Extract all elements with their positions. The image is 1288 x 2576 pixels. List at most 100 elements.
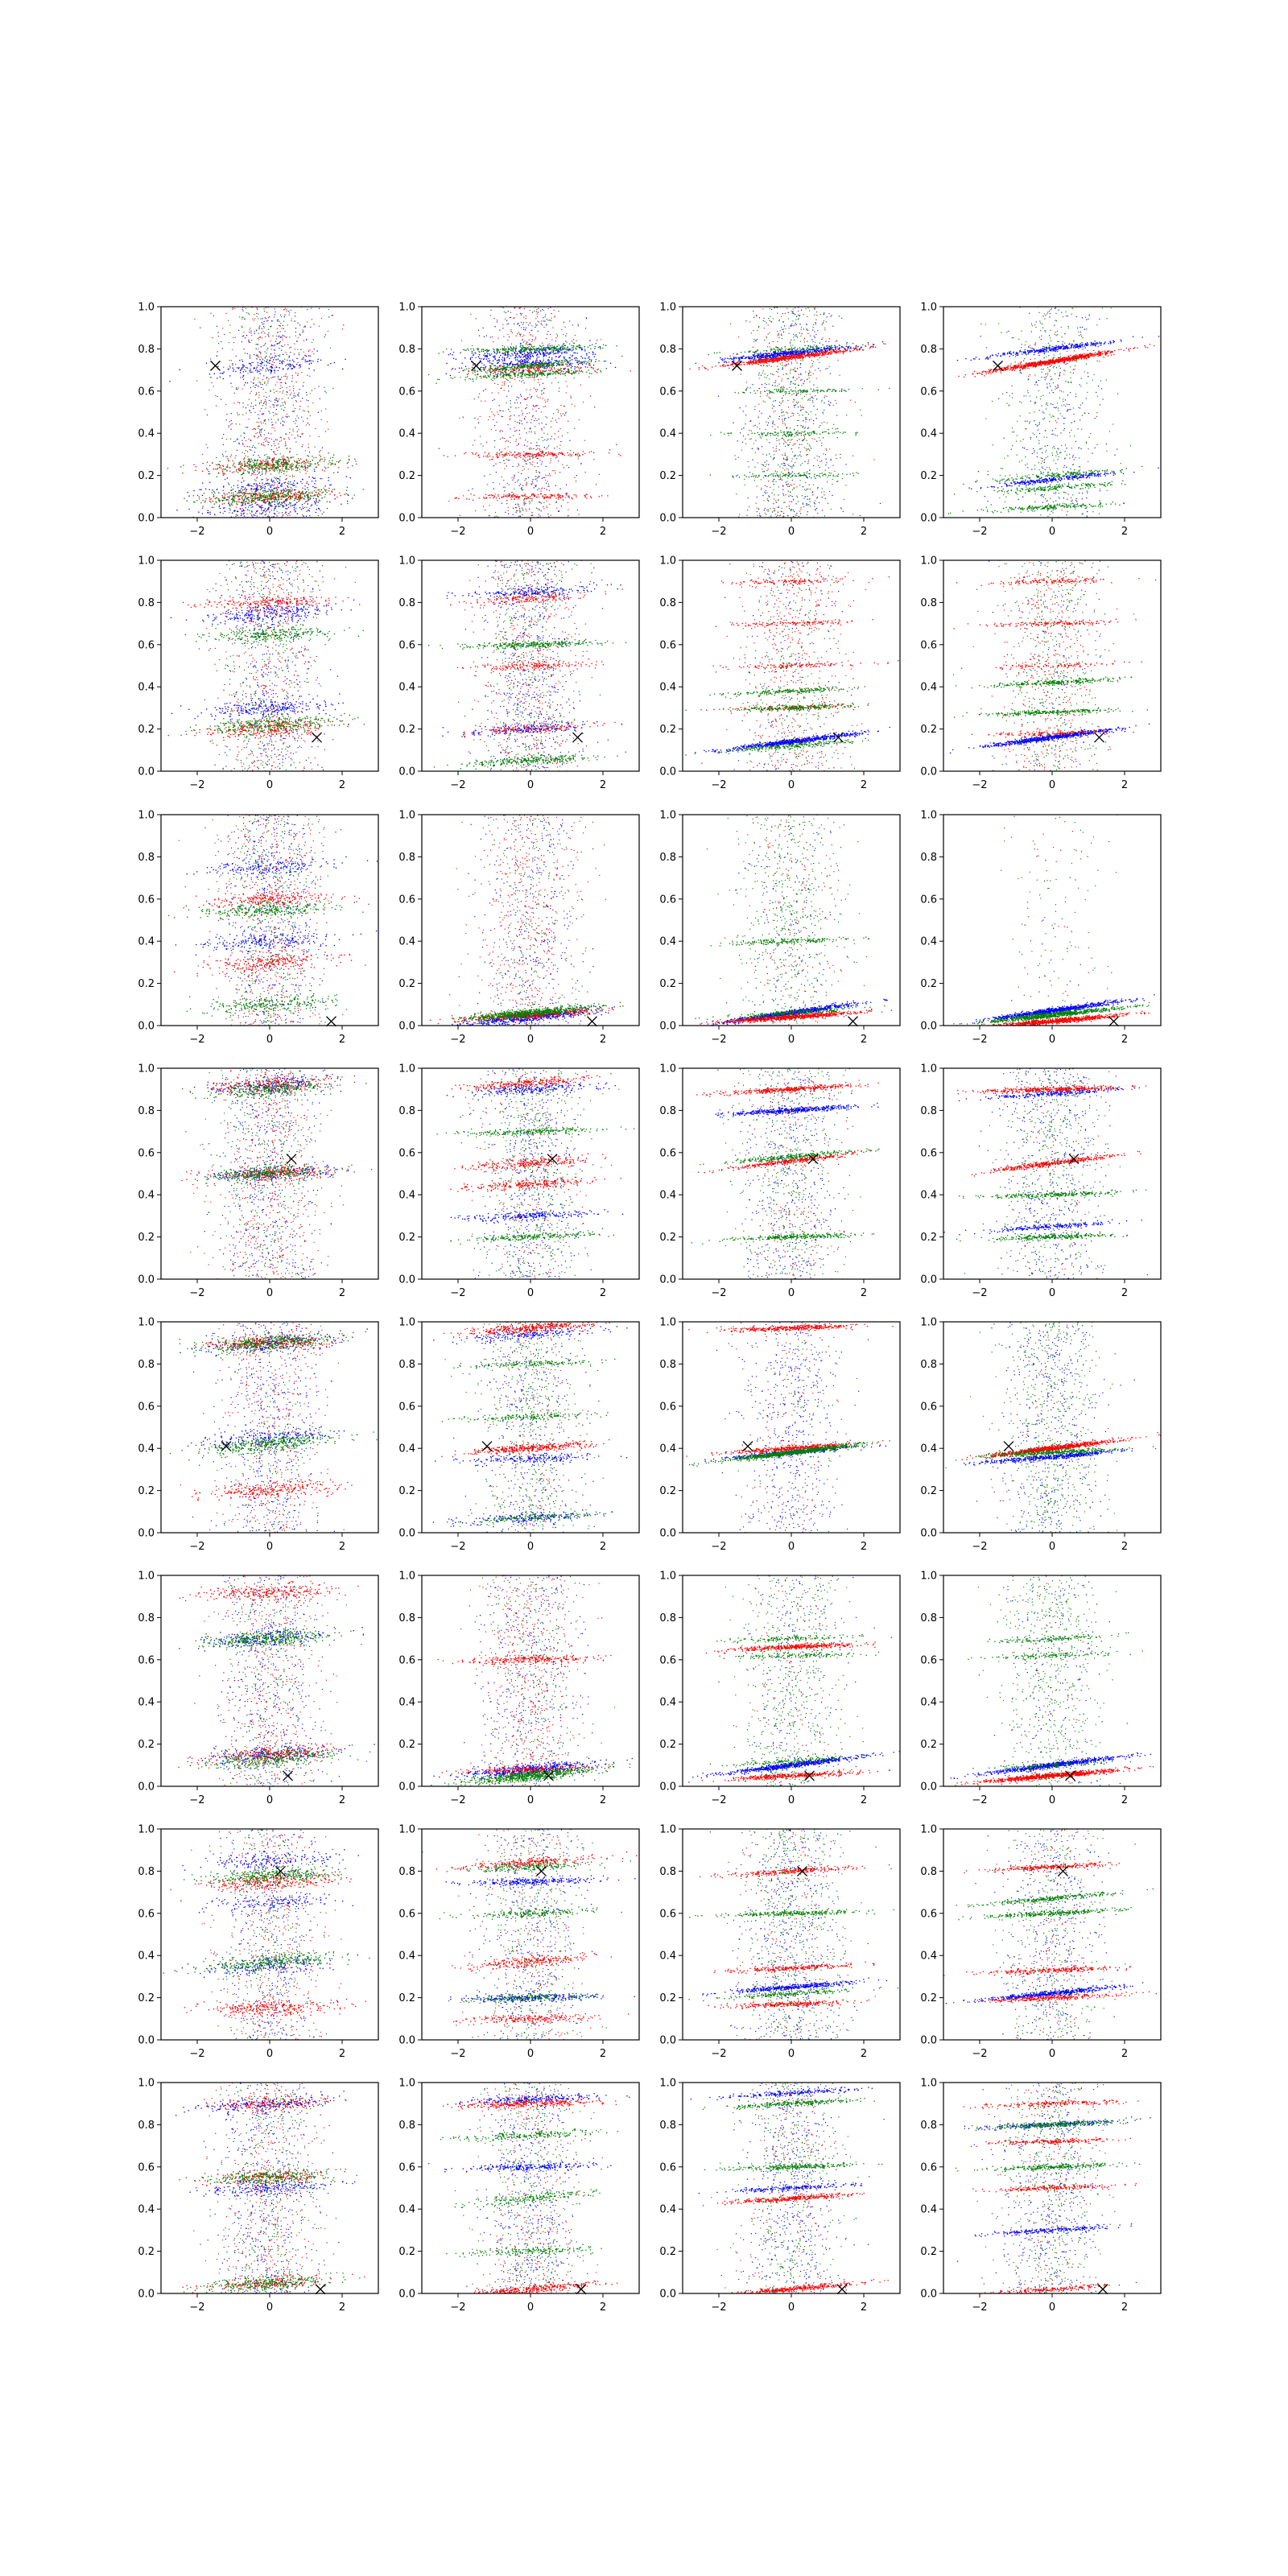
scatter-point <box>292 464 294 466</box>
scatter-point <box>550 475 551 476</box>
scatter-point <box>576 496 577 497</box>
scatter-point <box>264 497 266 498</box>
scatter-point <box>508 510 509 511</box>
scatter-point <box>217 469 218 470</box>
scatter-point <box>511 350 513 352</box>
scatter-point <box>287 364 288 365</box>
scatter-point <box>543 349 545 351</box>
scatter-point <box>279 391 280 392</box>
scatter-point <box>509 336 510 337</box>
scatter-point <box>244 510 245 511</box>
scatter-point <box>226 469 228 471</box>
scatter-point <box>571 345 572 347</box>
scatter-point <box>279 354 280 355</box>
scatter-point <box>243 470 244 471</box>
scatter-point <box>253 379 254 380</box>
scatter-point <box>297 462 299 464</box>
scatter-point <box>289 432 290 433</box>
scatter-point <box>281 382 282 383</box>
scatter-point <box>276 338 277 339</box>
scatter-point <box>575 335 576 336</box>
scatter-point <box>242 502 243 503</box>
scatter-point <box>214 373 216 374</box>
scatter-point <box>216 497 217 499</box>
scatter-point <box>251 402 252 403</box>
scatter-point <box>574 477 575 478</box>
scatter-point <box>294 500 295 502</box>
scatter-point <box>502 357 504 358</box>
scatter-point <box>497 494 498 495</box>
scatter-point <box>269 465 270 467</box>
scatter-point <box>301 358 303 360</box>
scatter-point <box>551 366 553 368</box>
scatter-point <box>472 452 473 454</box>
scatter-point <box>272 364 273 365</box>
scatter-point <box>279 367 280 368</box>
scatter-point <box>297 435 298 436</box>
scatter-point <box>541 320 542 321</box>
scatter-point <box>268 370 269 371</box>
scatter-point <box>495 358 496 359</box>
scatter-point <box>294 489 295 491</box>
scatter-point <box>547 374 548 375</box>
scatter-point <box>299 324 300 325</box>
scatter-point <box>280 453 281 454</box>
scatter-point <box>500 430 501 431</box>
scatter-point <box>287 324 288 325</box>
scatter-point <box>522 378 523 379</box>
scatter-point <box>328 488 330 489</box>
scatter-point <box>289 502 291 504</box>
scatter-point <box>245 465 246 467</box>
scatter-point <box>272 424 273 425</box>
scatter-point <box>273 469 275 471</box>
scatter-point <box>485 452 486 453</box>
scatter-point <box>549 504 550 505</box>
scatter-point <box>489 353 490 355</box>
scatter-point <box>275 460 277 462</box>
scatter-point <box>279 441 280 442</box>
scatter-point <box>317 462 319 464</box>
scatter-point <box>281 496 283 497</box>
scatter-point <box>306 516 307 517</box>
scatter-point <box>295 508 296 509</box>
scatter-point <box>222 348 223 349</box>
scatter-point <box>447 456 448 458</box>
scatter-point <box>304 355 305 356</box>
scatter-point <box>227 499 229 501</box>
scatter-point <box>251 491 252 492</box>
scatter-point <box>506 455 508 456</box>
scatter-point <box>216 464 217 466</box>
scatter-point <box>265 499 266 500</box>
scatter-point <box>493 399 494 400</box>
scatter-point <box>258 422 259 423</box>
scatter-point <box>491 429 492 430</box>
scatter-point <box>265 508 266 510</box>
scatter-point <box>519 360 521 361</box>
scatter-point <box>232 472 233 473</box>
scatter-point <box>289 336 290 337</box>
scatter-point <box>242 486 243 488</box>
scatter-point <box>273 415 274 416</box>
scatter-point <box>586 494 587 495</box>
scatter-point <box>565 372 567 374</box>
scatter-point <box>236 389 237 390</box>
scatter-point <box>557 352 559 353</box>
scatter-point <box>250 469 251 470</box>
scatter-point <box>256 483 257 484</box>
scatter-point <box>492 380 493 381</box>
scatter-point <box>479 357 481 359</box>
scatter-point <box>305 462 307 464</box>
scatter-point <box>238 499 240 501</box>
scatter-point <box>271 320 272 321</box>
scatter-point <box>570 395 571 396</box>
scatter-point <box>303 508 304 510</box>
scatter-point <box>561 329 562 330</box>
scatter-point <box>285 468 287 469</box>
scatter-point <box>234 467 236 469</box>
scatter-point <box>270 353 272 355</box>
scatter-point <box>280 379 281 380</box>
scatter-point <box>304 496 306 497</box>
scatter-point <box>545 494 547 496</box>
scatter-point <box>291 381 292 382</box>
scatter-point <box>484 336 485 337</box>
